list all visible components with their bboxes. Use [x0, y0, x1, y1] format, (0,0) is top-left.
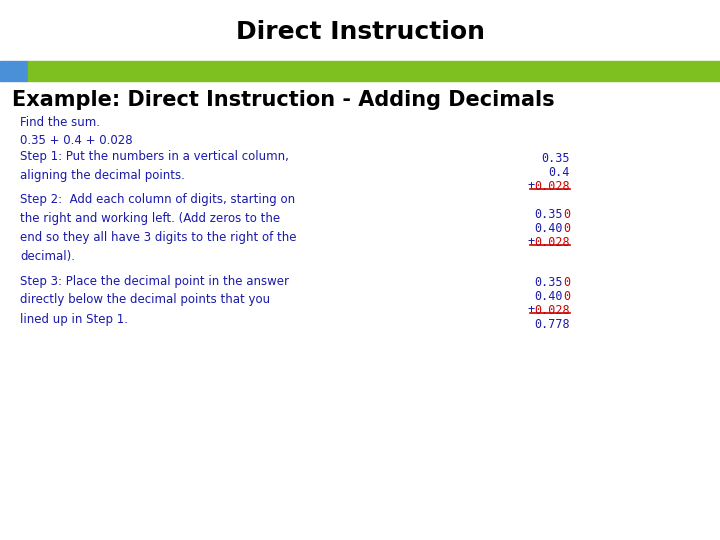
- Text: 0: 0: [563, 207, 570, 220]
- Text: 0.35 + 0.4 + 0.028: 0.35 + 0.4 + 0.028: [20, 133, 132, 146]
- Text: 0.028: 0.028: [534, 303, 570, 316]
- Text: +: +: [528, 235, 535, 248]
- Text: 0.40: 0.40: [534, 289, 563, 302]
- Text: 0: 0: [563, 275, 570, 288]
- Text: Direct Instruction: Direct Instruction: [235, 20, 485, 44]
- Text: 0: 0: [563, 289, 570, 302]
- Text: 0.4: 0.4: [549, 165, 570, 179]
- Bar: [0, 61, 28, 81]
- Text: 0.40: 0.40: [534, 221, 563, 234]
- Text: +: +: [528, 303, 535, 316]
- Text: Step 2:  Add each column of digits, starting on
the right and working left. (Add: Step 2: Add each column of digits, start…: [20, 193, 297, 263]
- Text: Step 1: Put the numbers in a vertical column,
aligning the decimal points.: Step 1: Put the numbers in a vertical co…: [20, 150, 289, 182]
- Bar: [28, 61, 720, 81]
- Text: 0.778: 0.778: [534, 318, 570, 330]
- Text: +: +: [528, 179, 535, 192]
- Text: 0.028: 0.028: [534, 179, 570, 192]
- Text: 0.35: 0.35: [541, 152, 570, 165]
- Text: Find the sum.: Find the sum.: [20, 116, 100, 129]
- Text: Step 3: Place the decimal point in the answer
directly below the decimal points : Step 3: Place the decimal point in the a…: [20, 274, 289, 326]
- Text: 0.028: 0.028: [534, 235, 570, 248]
- Text: 0.35: 0.35: [534, 207, 563, 220]
- Text: 0.35: 0.35: [534, 275, 563, 288]
- Text: 0: 0: [563, 221, 570, 234]
- Text: Example: Direct Instruction - Adding Decimals: Example: Direct Instruction - Adding Dec…: [12, 90, 554, 110]
